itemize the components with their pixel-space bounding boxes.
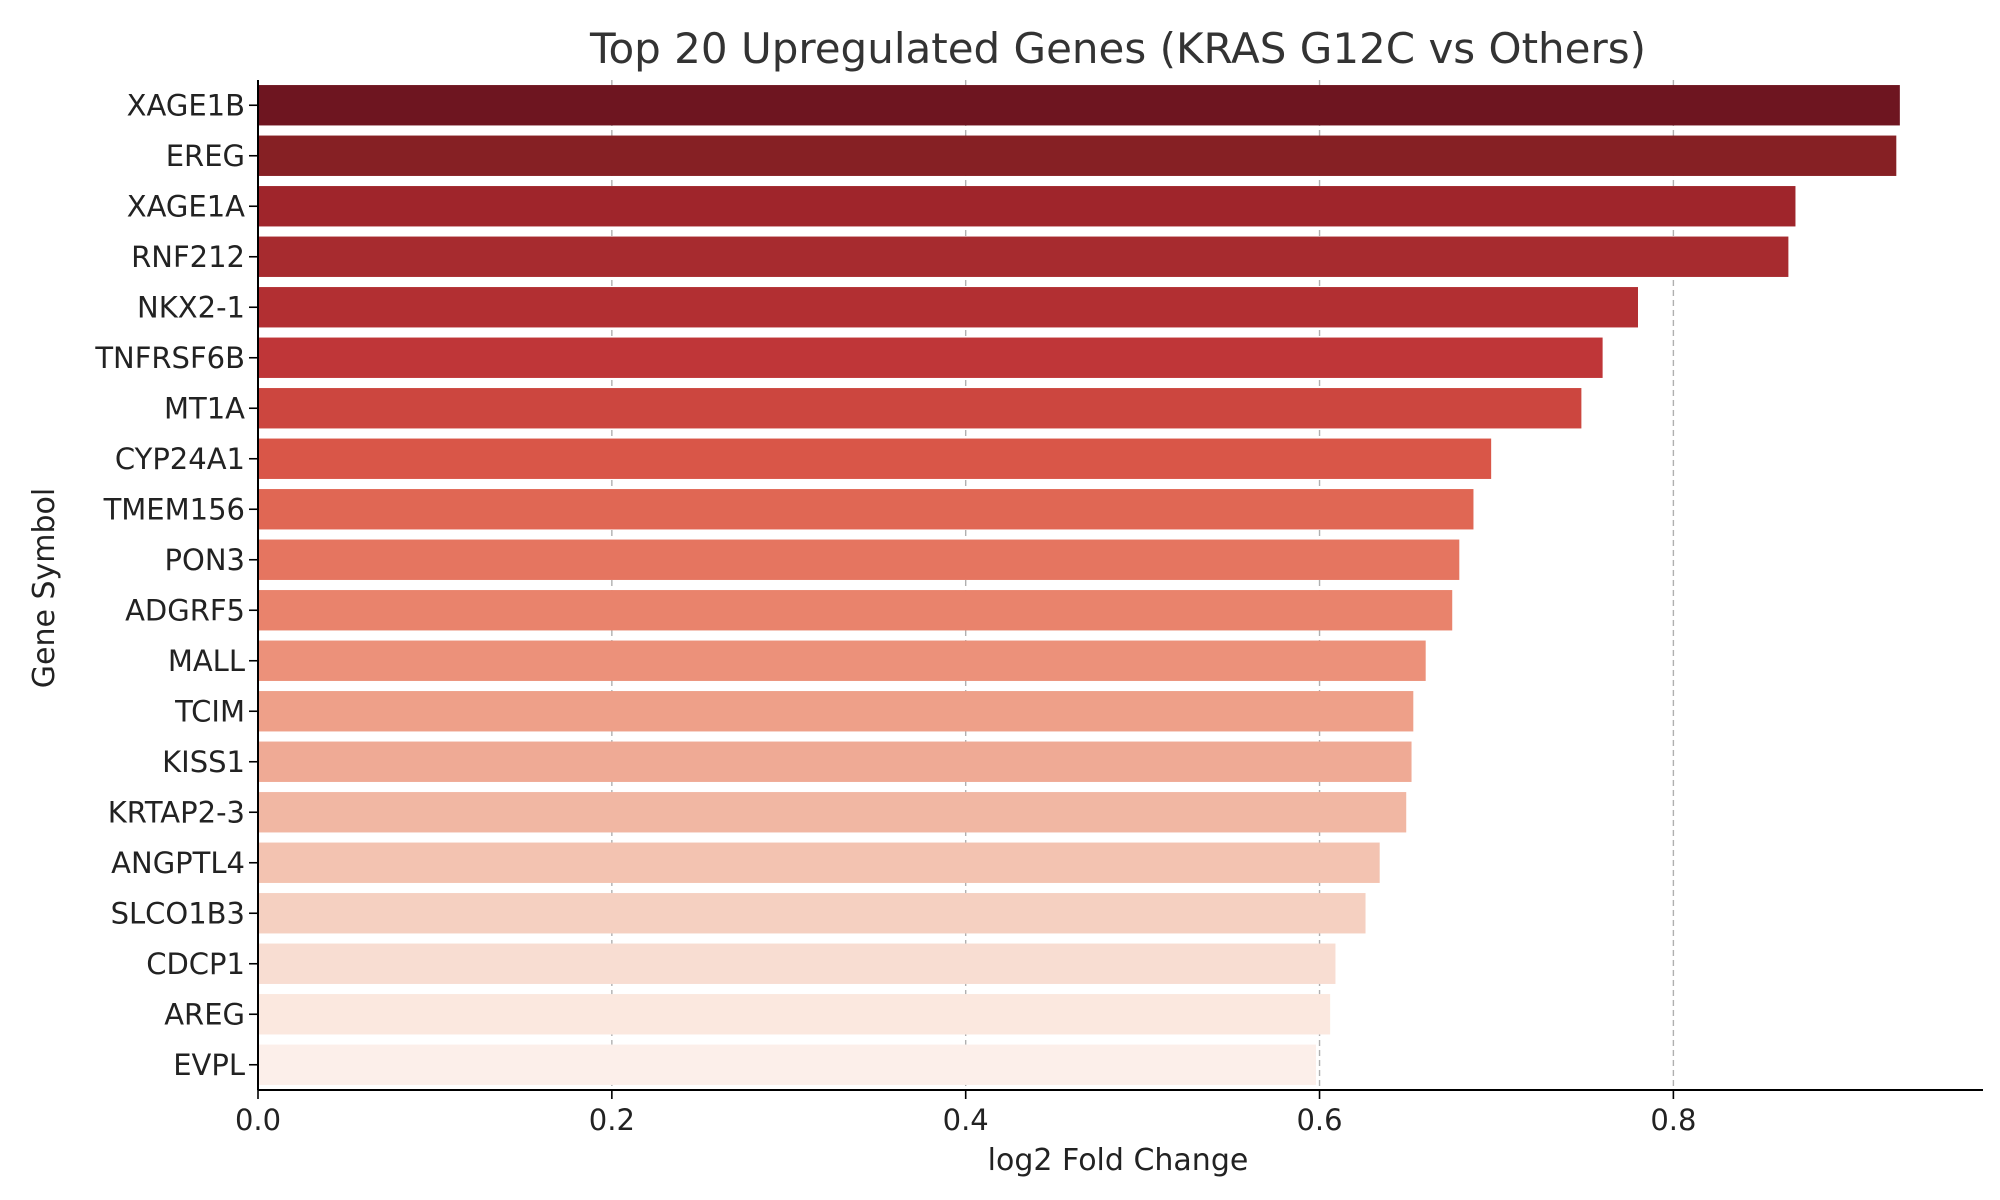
y-tick-label: XAGE1B: [127, 88, 245, 122]
x-tick-label: 0.6: [1296, 1103, 1342, 1137]
chart-title: Top 20 Upregulated Genes (KRAS G12C vs O…: [589, 24, 1646, 73]
y-tick-label: ANGPTL4: [111, 846, 245, 880]
y-tick-label: CDCP1: [146, 947, 245, 981]
y-tick-label: NKX2-1: [137, 290, 245, 324]
bar-TCIM: [258, 691, 1414, 732]
y-tick-label: ADGRF5: [125, 593, 245, 627]
bar-KRTAP2-3: [258, 792, 1407, 833]
axes: [257, 80, 1983, 1091]
x-tick-label: 0.2: [589, 1103, 635, 1137]
bar-SLCO1B3: [258, 893, 1366, 934]
bar-XAGE1B: [258, 85, 1900, 126]
bar-ADGRF5: [258, 590, 1453, 631]
bar-TNFRSF6B: [258, 337, 1603, 378]
x-tick-label: 0.0: [235, 1103, 281, 1137]
y-tick-label: EREG: [166, 139, 245, 173]
x-tick-label: 0.8: [1650, 1103, 1696, 1137]
bar-CYP24A1: [258, 438, 1492, 479]
x-axis-label: log2 Fold Change: [988, 1143, 1249, 1178]
bars: [258, 85, 1900, 1085]
bar-RNF212: [258, 236, 1789, 277]
y-tick-label: AREG: [164, 997, 245, 1031]
y-tick-label: EVPL: [173, 1048, 245, 1082]
y-tick-label: PON3: [165, 543, 245, 577]
bar-XAGE1A: [258, 186, 1796, 227]
bar-CDCP1: [258, 943, 1336, 984]
y-tick-label: MALL: [168, 644, 245, 678]
y-tick-label: MT1A: [164, 391, 245, 425]
bar-MALL: [258, 640, 1426, 681]
y-ticks: XAGE1B EREG XAGE1A RNF212 NKX2-1 TNFRSF6B MT1A…: [94, 88, 258, 1082]
y-axis-label: Gene Symbol: [27, 488, 62, 688]
bar-PON3: [258, 539, 1460, 580]
y-tick-label: TNFRSF6B: [94, 341, 245, 375]
y-tick-label: KISS1: [162, 745, 245, 779]
y-tick-label: CYP24A1: [115, 442, 245, 476]
x-tick-label: 0.4: [943, 1103, 989, 1137]
bar-KISS1: [258, 741, 1412, 782]
y-tick-label: TMEM156: [103, 492, 245, 526]
bar-MT1A: [258, 388, 1582, 429]
bar-TMEM156: [258, 489, 1474, 530]
grid-lines: [611, 80, 1675, 1090]
bar-ANGPTL4: [258, 842, 1380, 883]
bar-NKX2-1: [258, 287, 1638, 328]
bar-EREG: [258, 135, 1897, 176]
y-tick-label: TCIM: [174, 694, 245, 728]
y-tick-label: RNF212: [131, 240, 245, 274]
x-ticks: 0.0 0.2 0.4 0.6 0.8: [235, 1090, 1696, 1137]
y-tick-label: XAGE1A: [127, 189, 245, 223]
bar-AREG: [258, 994, 1331, 1035]
bar-EVPL: [258, 1044, 1316, 1085]
y-tick-label: SLCO1B3: [111, 896, 245, 930]
y-tick-label: KRTAP2-3: [108, 795, 245, 829]
